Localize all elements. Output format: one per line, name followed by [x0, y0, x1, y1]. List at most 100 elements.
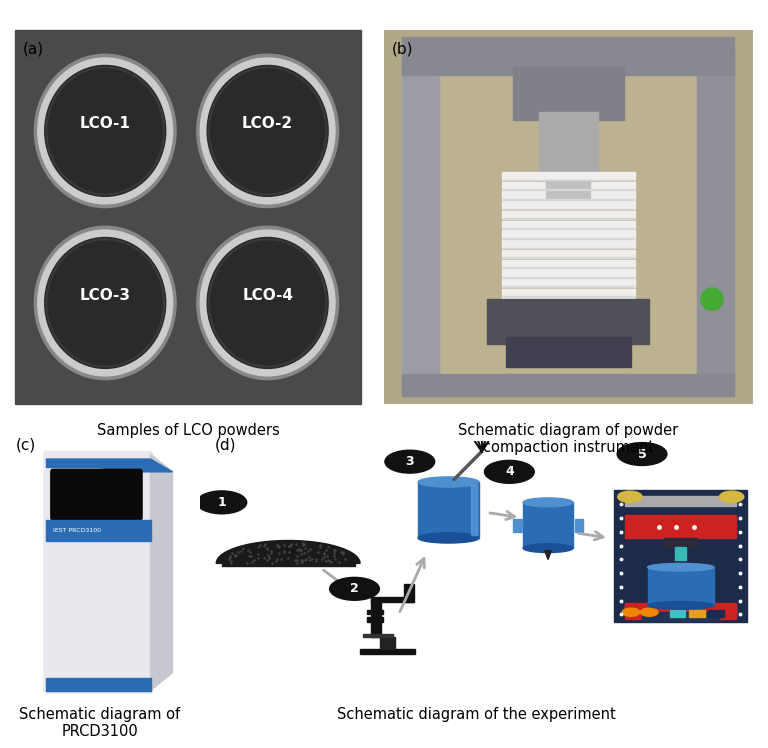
Polygon shape: [151, 454, 173, 690]
Circle shape: [200, 230, 335, 376]
Bar: [539, 112, 598, 187]
Circle shape: [720, 491, 743, 503]
Bar: [689, 610, 704, 617]
Bar: [46, 678, 151, 690]
Bar: [487, 299, 650, 344]
Bar: [502, 189, 634, 190]
Circle shape: [207, 238, 328, 369]
Bar: [505, 337, 631, 367]
Bar: [502, 296, 634, 297]
Polygon shape: [46, 459, 173, 472]
Circle shape: [45, 238, 166, 369]
Circle shape: [617, 491, 642, 503]
Circle shape: [622, 608, 640, 616]
Text: LCO-2: LCO-2: [242, 116, 293, 131]
Bar: [625, 603, 736, 619]
Circle shape: [35, 55, 176, 208]
Bar: [502, 267, 634, 268]
Bar: [502, 230, 634, 239]
Bar: [404, 583, 414, 601]
Bar: [502, 260, 634, 268]
Bar: [471, 485, 477, 536]
Bar: [574, 519, 583, 532]
Ellipse shape: [647, 601, 714, 609]
Bar: [402, 37, 734, 75]
Bar: [380, 637, 395, 649]
Bar: [625, 606, 736, 613]
Bar: [670, 610, 685, 617]
Bar: [625, 515, 736, 538]
Bar: [46, 459, 151, 467]
Circle shape: [38, 230, 173, 376]
Bar: [502, 277, 634, 278]
Bar: [402, 52, 439, 396]
Circle shape: [35, 226, 176, 379]
Circle shape: [207, 66, 328, 197]
Circle shape: [485, 461, 535, 483]
Bar: [513, 67, 624, 120]
Circle shape: [45, 66, 166, 197]
Text: IEST PRCD3100: IEST PRCD3100: [52, 528, 101, 533]
Bar: [625, 496, 736, 506]
Bar: [502, 211, 634, 219]
Circle shape: [701, 288, 723, 310]
Text: 2: 2: [350, 583, 359, 595]
Bar: [513, 519, 521, 532]
Bar: [647, 567, 714, 605]
Bar: [502, 191, 634, 200]
Polygon shape: [217, 541, 360, 563]
Bar: [371, 599, 381, 637]
Ellipse shape: [523, 498, 573, 507]
Text: LCO-1: LCO-1: [80, 116, 131, 131]
Bar: [366, 617, 383, 622]
Circle shape: [197, 55, 339, 208]
Text: 1: 1: [217, 496, 226, 509]
Bar: [708, 610, 724, 617]
Bar: [697, 52, 734, 396]
Bar: [371, 597, 412, 601]
Ellipse shape: [523, 544, 573, 553]
Text: Schematic diagram of powder
compaction instrument: Schematic diagram of powder compaction i…: [458, 423, 678, 455]
Ellipse shape: [418, 477, 479, 487]
Text: Samples of LCO powders: Samples of LCO powders: [97, 423, 280, 438]
Bar: [502, 289, 634, 297]
Bar: [418, 482, 479, 538]
Circle shape: [641, 608, 658, 616]
Bar: [502, 201, 634, 209]
Circle shape: [617, 443, 667, 465]
Bar: [402, 374, 734, 396]
Bar: [546, 180, 591, 198]
Circle shape: [385, 450, 435, 473]
Ellipse shape: [647, 563, 714, 571]
Bar: [362, 634, 393, 637]
Bar: [421, 49, 716, 385]
Text: (d): (d): [215, 438, 237, 453]
Text: LCO-4: LCO-4: [242, 288, 293, 303]
Polygon shape: [222, 563, 355, 566]
Text: 5: 5: [637, 447, 647, 461]
Text: (b): (b): [392, 41, 413, 56]
Bar: [502, 286, 634, 287]
FancyBboxPatch shape: [51, 469, 142, 520]
Bar: [502, 240, 634, 248]
Polygon shape: [545, 551, 551, 560]
Bar: [502, 228, 634, 229]
Bar: [46, 520, 151, 541]
Bar: [502, 250, 634, 258]
Bar: [523, 503, 573, 548]
Circle shape: [329, 577, 379, 600]
Bar: [502, 172, 634, 180]
Text: (c): (c): [15, 438, 35, 453]
Bar: [502, 279, 634, 287]
FancyBboxPatch shape: [614, 490, 747, 622]
Bar: [502, 218, 634, 219]
Circle shape: [197, 226, 339, 379]
Bar: [502, 221, 634, 229]
Text: Schematic diagram of the experiment: Schematic diagram of the experiment: [337, 707, 615, 722]
Circle shape: [200, 58, 335, 204]
Bar: [360, 649, 415, 654]
Text: LCO-3: LCO-3: [80, 288, 131, 303]
Bar: [675, 548, 687, 560]
Bar: [642, 613, 720, 621]
Bar: [502, 199, 634, 200]
